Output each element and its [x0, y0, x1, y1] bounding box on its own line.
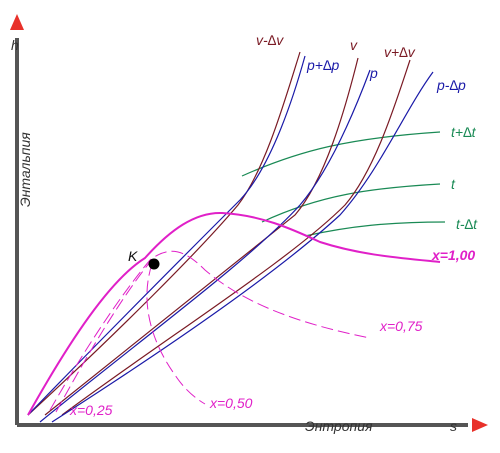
x-axis-symbol: s [450, 418, 457, 434]
dryness-line-x025 [55, 261, 151, 413]
critical-point-label: K [128, 248, 138, 264]
isobar-mid-label: p [369, 65, 378, 81]
isobar-low-line [51, 71, 434, 423]
dryness-line-x050 [146, 263, 206, 405]
x-axis-title: Энтропия [305, 418, 373, 434]
y-axis-title: Энтальпия [17, 132, 33, 207]
isotherm-low-line [304, 221, 446, 237]
saturation-line-x100 [27, 211, 441, 416]
x-axis-arrow [472, 418, 488, 432]
isochore-high-line [61, 59, 411, 416]
isochore-mid-label: v [350, 37, 358, 53]
isotherm-high-label: t+∆t [451, 124, 477, 140]
isochore-high-label: v+∆v [384, 44, 416, 60]
dryness-label-x075: x=0,75 [379, 318, 423, 334]
isochore-low-line [27, 51, 301, 416]
dryness-label-x025: x=0,25 [69, 402, 113, 418]
isobar-low-label: p-∆p [436, 77, 466, 93]
dryness-line-x075 [49, 250, 371, 411]
y-axis-arrow [10, 14, 24, 30]
dryness-label-x050: x=0,50 [209, 395, 253, 411]
critical-point-marker [148, 258, 160, 270]
dryness-label-x100: x=1,00 [431, 247, 475, 263]
isochore-low-label: v-∆v [256, 32, 284, 48]
isotherm-mid-line [261, 183, 441, 223]
isobar-high-label: p+∆p [306, 57, 340, 73]
isotherm-low-label: t-∆t [456, 216, 478, 232]
isochore-mid-line [44, 57, 359, 416]
isotherm-mid-label: t [451, 176, 456, 192]
y-axis-symbol: h [11, 37, 19, 53]
isobar-high-line [27, 55, 306, 416]
isobar-mid-line [39, 69, 371, 423]
